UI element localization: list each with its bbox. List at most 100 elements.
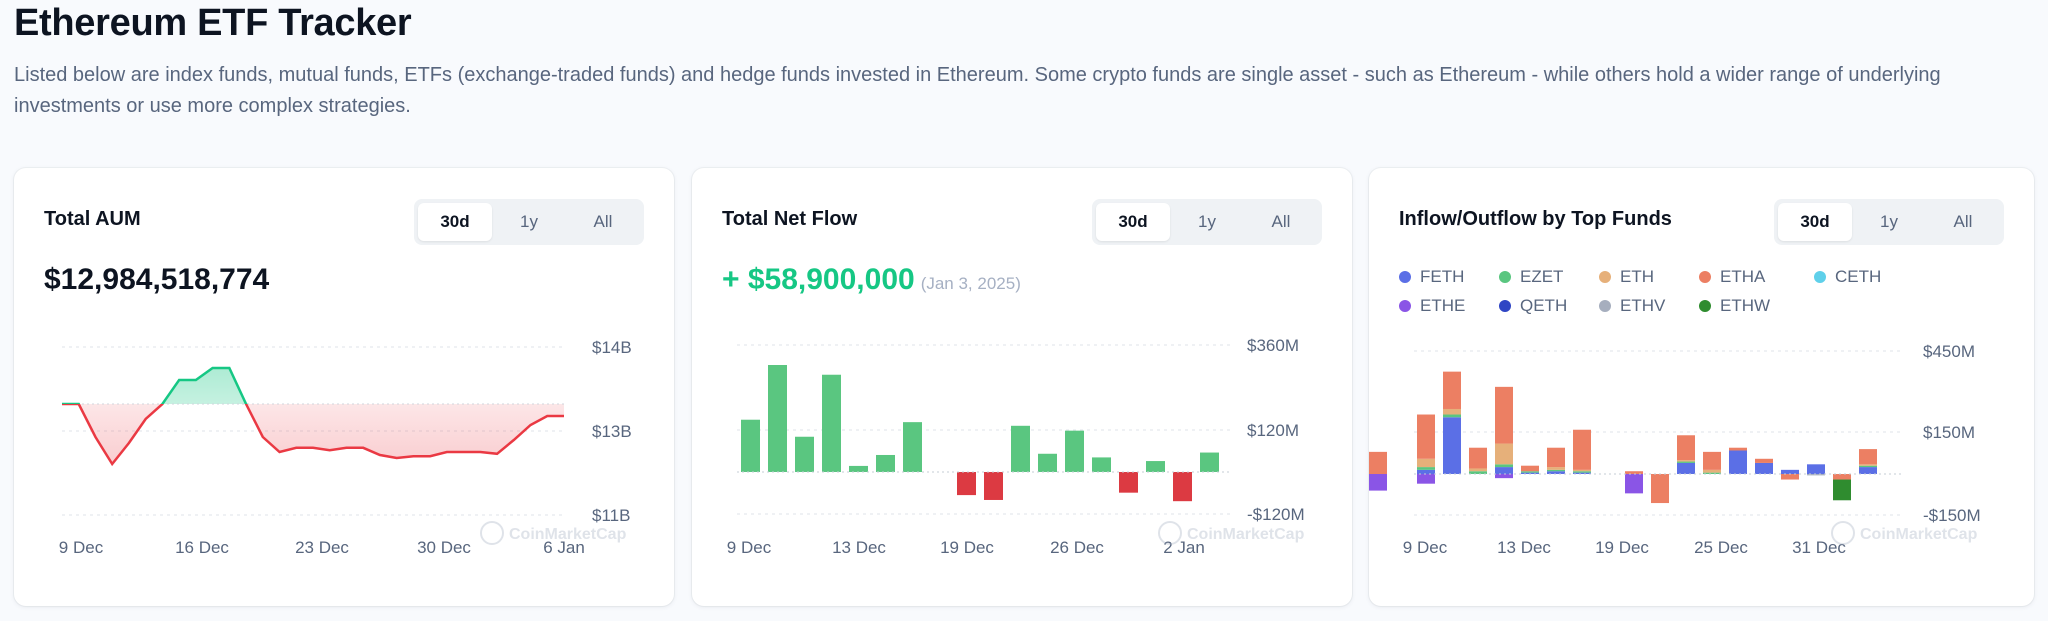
legend-item-ezet[interactable]: EZET [1499, 267, 1563, 287]
fund-bar-etha [1573, 429, 1591, 470]
fund-bar-ethe [1369, 474, 1387, 491]
y-axis-tick-label: -$150M [1923, 506, 1981, 525]
tab-all[interactable]: All [593, 212, 613, 231]
aum-chart[interactable]: $14B $13B $11B 9 Dec 16 Dec 23 Dec 30 Dec 6 Jan… [14, 168, 674, 606]
legend-dot [1699, 271, 1711, 283]
tab-all[interactable]: All [1953, 212, 1973, 231]
y-axis-tick-label: $13B [592, 422, 632, 441]
net-flow-bar [984, 472, 1003, 500]
legend-label: FETH [1420, 267, 1465, 286]
legend-item-feth[interactable]: FETH [1399, 267, 1464, 287]
fund-bar-eth [1417, 458, 1435, 468]
legend-label: ETHA [1720, 267, 1766, 286]
total-net-flow-card: Total Net Flow 30d 1y All + $58,900,000 (… [692, 168, 1352, 606]
fund-bar-eth [1677, 460, 1695, 462]
fund-bar-feth [1677, 462, 1695, 474]
legend-item-ethe[interactable]: ETHE [1399, 296, 1465, 316]
watermark-logo: CoinMarketCap [480, 521, 627, 545]
watermark-text: CoinMarketCap [1860, 526, 1978, 543]
fund-bar-etha [1781, 474, 1799, 480]
fund-bar-etha [1443, 371, 1461, 409]
fund-bar-etha [1417, 414, 1435, 459]
card-title: Total AUM [44, 208, 141, 230]
x-axis-tick-label: 31 Dec [1792, 538, 1846, 557]
net-flow-bar [903, 422, 922, 472]
legend-item-ethv[interactable]: ETHV [1599, 296, 1665, 316]
funds-chart[interactable]: $450M $150M -$150M 9 Dec 13 Dec 19 Dec 25 Dec 3… [1369, 168, 2034, 606]
y-axis-tick-label: $450M [1923, 342, 1975, 361]
y-axis-tick-label: $120M [1247, 421, 1299, 440]
tab-30d[interactable]: 30d [1096, 203, 1170, 241]
x-axis-tick-label: 6 Jan [543, 538, 585, 557]
tab-30d[interactable]: 30d [418, 203, 492, 241]
tab-1y[interactable]: 1y [1880, 212, 1898, 231]
tab-1y[interactable]: 1y [520, 212, 538, 231]
legend-label: EZET [1520, 267, 1564, 286]
net-flow-date: (Jan 3, 2025) [920, 274, 1021, 293]
legend-item-etha[interactable]: ETHA [1699, 267, 1765, 287]
legend-dot [1499, 300, 1511, 312]
legend-label: QETH [1520, 296, 1568, 315]
watermark-text: CoinMarketCap [509, 526, 627, 543]
fund-bar-ezet [1703, 472, 1721, 474]
fund-bar-ezet [1417, 467, 1435, 470]
net-flow-bar [876, 454, 895, 472]
aum-area-above [62, 368, 564, 404]
fund-bar-etha [1469, 447, 1487, 469]
net-flow-bar [795, 436, 814, 472]
net-flow-bar [1173, 472, 1192, 502]
fund-bar-feth [1755, 462, 1773, 474]
fund-bar-feth [1729, 450, 1747, 474]
fund-bar-eth [1495, 443, 1513, 465]
fund-bar-etha [1625, 471, 1643, 474]
net-flow-bar [741, 419, 760, 472]
legend-item-ceth[interactable]: CETH [1814, 267, 1881, 287]
legend-item-ethw[interactable]: ETHW [1699, 296, 1770, 316]
fund-bar-feth [1443, 417, 1461, 474]
fund-bar-etha [1859, 449, 1877, 465]
legend-label: ETHW [1720, 296, 1771, 315]
net-flow-bar [1038, 453, 1057, 472]
fund-bar-eth [1469, 468, 1487, 472]
legend-dot [1599, 300, 1611, 312]
timeframe-selector: 30d 1y All [1092, 199, 1322, 245]
fund-bar-eth [1703, 469, 1721, 473]
net-flow-bar [822, 374, 841, 472]
page-description: Listed below are index funds, mutual fun… [14, 64, 1941, 117]
tab-30d[interactable]: 30d [1778, 203, 1852, 241]
fund-bar-ezet [1547, 469, 1565, 472]
watermark-text: CoinMarketCap [1187, 526, 1305, 543]
fund-bar-feth [1417, 469, 1435, 474]
fund-bar-eth [1443, 408, 1461, 415]
tab-all[interactable]: All [1271, 212, 1291, 231]
net-flow-bar [1092, 457, 1111, 472]
legend-dot [1699, 300, 1711, 312]
watermark-logo: CoinMarketCap [1831, 521, 1978, 545]
card-title: Total Net Flow [722, 208, 858, 230]
legend-dot [1399, 300, 1411, 312]
net-flow-chart[interactable]: $360M $120M -$120M 9 Dec 13 Dec 19 Dec 26 Dec 2… [692, 168, 1352, 606]
fund-bar-ethe [1417, 474, 1435, 484]
x-axis-tick-label: 25 Dec [1694, 538, 1748, 557]
total-aum-card: Total AUM 30d 1y All $12,984,518,774 $14… [14, 168, 674, 606]
legend-label: CETH [1835, 267, 1882, 286]
fund-bar-feth [1781, 469, 1799, 474]
aum-line-down [62, 404, 564, 467]
legend-item-qeth[interactable]: QETH [1499, 296, 1567, 316]
y-axis-tick-label: $14B [592, 338, 632, 357]
fund-bar-eth [1547, 467, 1565, 470]
fund-bar-ezet [1859, 465, 1877, 468]
fund-bar-etha [1495, 386, 1513, 444]
x-axis-tick-label: 23 Dec [295, 538, 349, 557]
x-axis-tick-label: 26 Dec [1050, 538, 1104, 557]
net-flow-amount: + $58,900,000 [722, 263, 915, 296]
fund-bar-eth [1859, 464, 1877, 466]
y-axis-tick-label: $360M [1247, 336, 1299, 355]
fund-bar-ethe [1625, 474, 1643, 494]
x-axis-tick-label: 9 Dec [59, 538, 104, 557]
watermark-logo: CoinMarketCap [1158, 521, 1305, 545]
watermark-icon [480, 521, 504, 545]
legend-item-eth[interactable]: ETH [1599, 267, 1654, 287]
tab-1y[interactable]: 1y [1198, 212, 1216, 231]
y-axis-tick-label: -$120M [1247, 505, 1305, 524]
